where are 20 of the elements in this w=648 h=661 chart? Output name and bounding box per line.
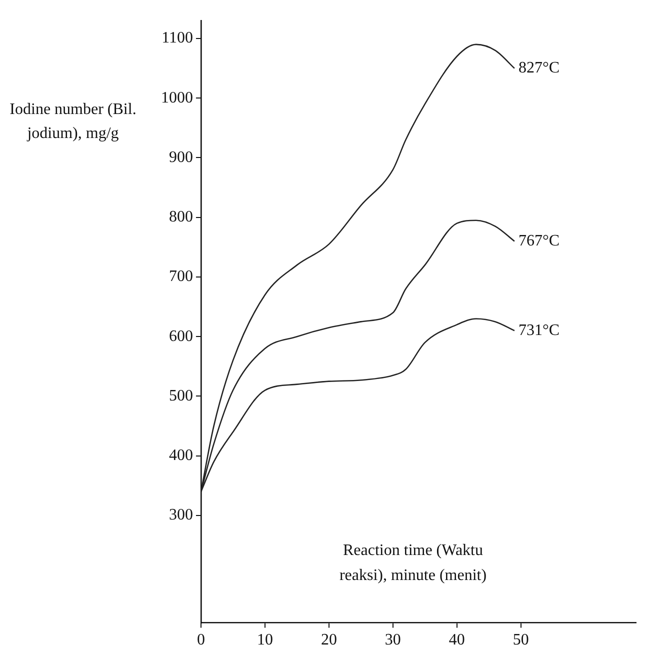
y-tick-label: 300 [169, 506, 193, 524]
y-tick-label: 600 [169, 328, 193, 345]
x-tick-label: 20 [320, 632, 337, 649]
y-axis-title: Iodine number (Bil. jodium), mg/g [8, 100, 138, 144]
y-tick-label: 900 [169, 148, 193, 166]
x-tick-label: 40 [448, 632, 465, 649]
x-tick-label: 50 [512, 632, 529, 649]
y-tick-label: 400 [169, 447, 193, 464]
x-tick-label: 30 [384, 632, 401, 649]
x-axis-title: Reaction time (Waktu reaksi), minute (menit) [338, 541, 488, 586]
series-label: 731°C [518, 322, 560, 339]
y-tick-label: 800 [169, 208, 193, 226]
y-tick-label: 500 [169, 387, 193, 404]
y-tick-label: 1000 [161, 89, 193, 106]
x-tick-label: 0 [197, 632, 205, 649]
x-tick-label: 10 [256, 632, 273, 649]
y-tick-label: 700 [169, 268, 193, 286]
y-tick-label: 1100 [162, 30, 193, 47]
series-label: 827°C [518, 60, 560, 76]
series-label: 767°C [518, 232, 560, 250]
